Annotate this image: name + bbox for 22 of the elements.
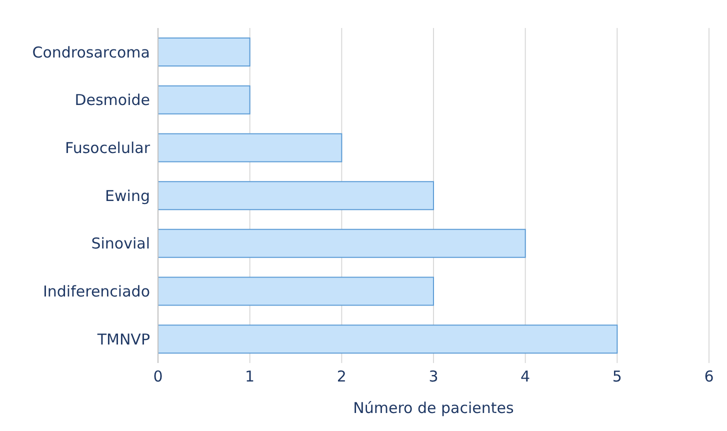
- x-tick-label: 6: [704, 368, 714, 386]
- bar: [158, 181, 434, 210]
- bar: [158, 228, 526, 258]
- x-tick-label: 3: [428, 368, 438, 386]
- x-tick-label: 5: [612, 368, 622, 386]
- bar: [158, 133, 342, 162]
- x-tick-label: 0: [153, 368, 163, 386]
- bar: [158, 324, 618, 354]
- x-tick-label: 1: [245, 368, 255, 386]
- y-tick-label: Ewing: [105, 186, 150, 205]
- x-tick-label: 4: [520, 368, 530, 386]
- bar: [158, 85, 250, 114]
- y-tick-label: Fusocelular: [65, 138, 151, 157]
- y-tick-label: TMNVP: [96, 330, 150, 348]
- y-tick-label: Desmoide: [74, 91, 150, 110]
- x-tick-label: 2: [336, 368, 346, 386]
- bar: [158, 276, 434, 306]
- y-tick-label: Condrosarcoma: [32, 43, 150, 62]
- bar: [158, 38, 250, 66]
- y-tick-label: Indiferenciado: [42, 282, 150, 301]
- y-tick-label: Sinovial: [91, 234, 150, 253]
- x-axis-title: Número de pacientes: [353, 399, 514, 417]
